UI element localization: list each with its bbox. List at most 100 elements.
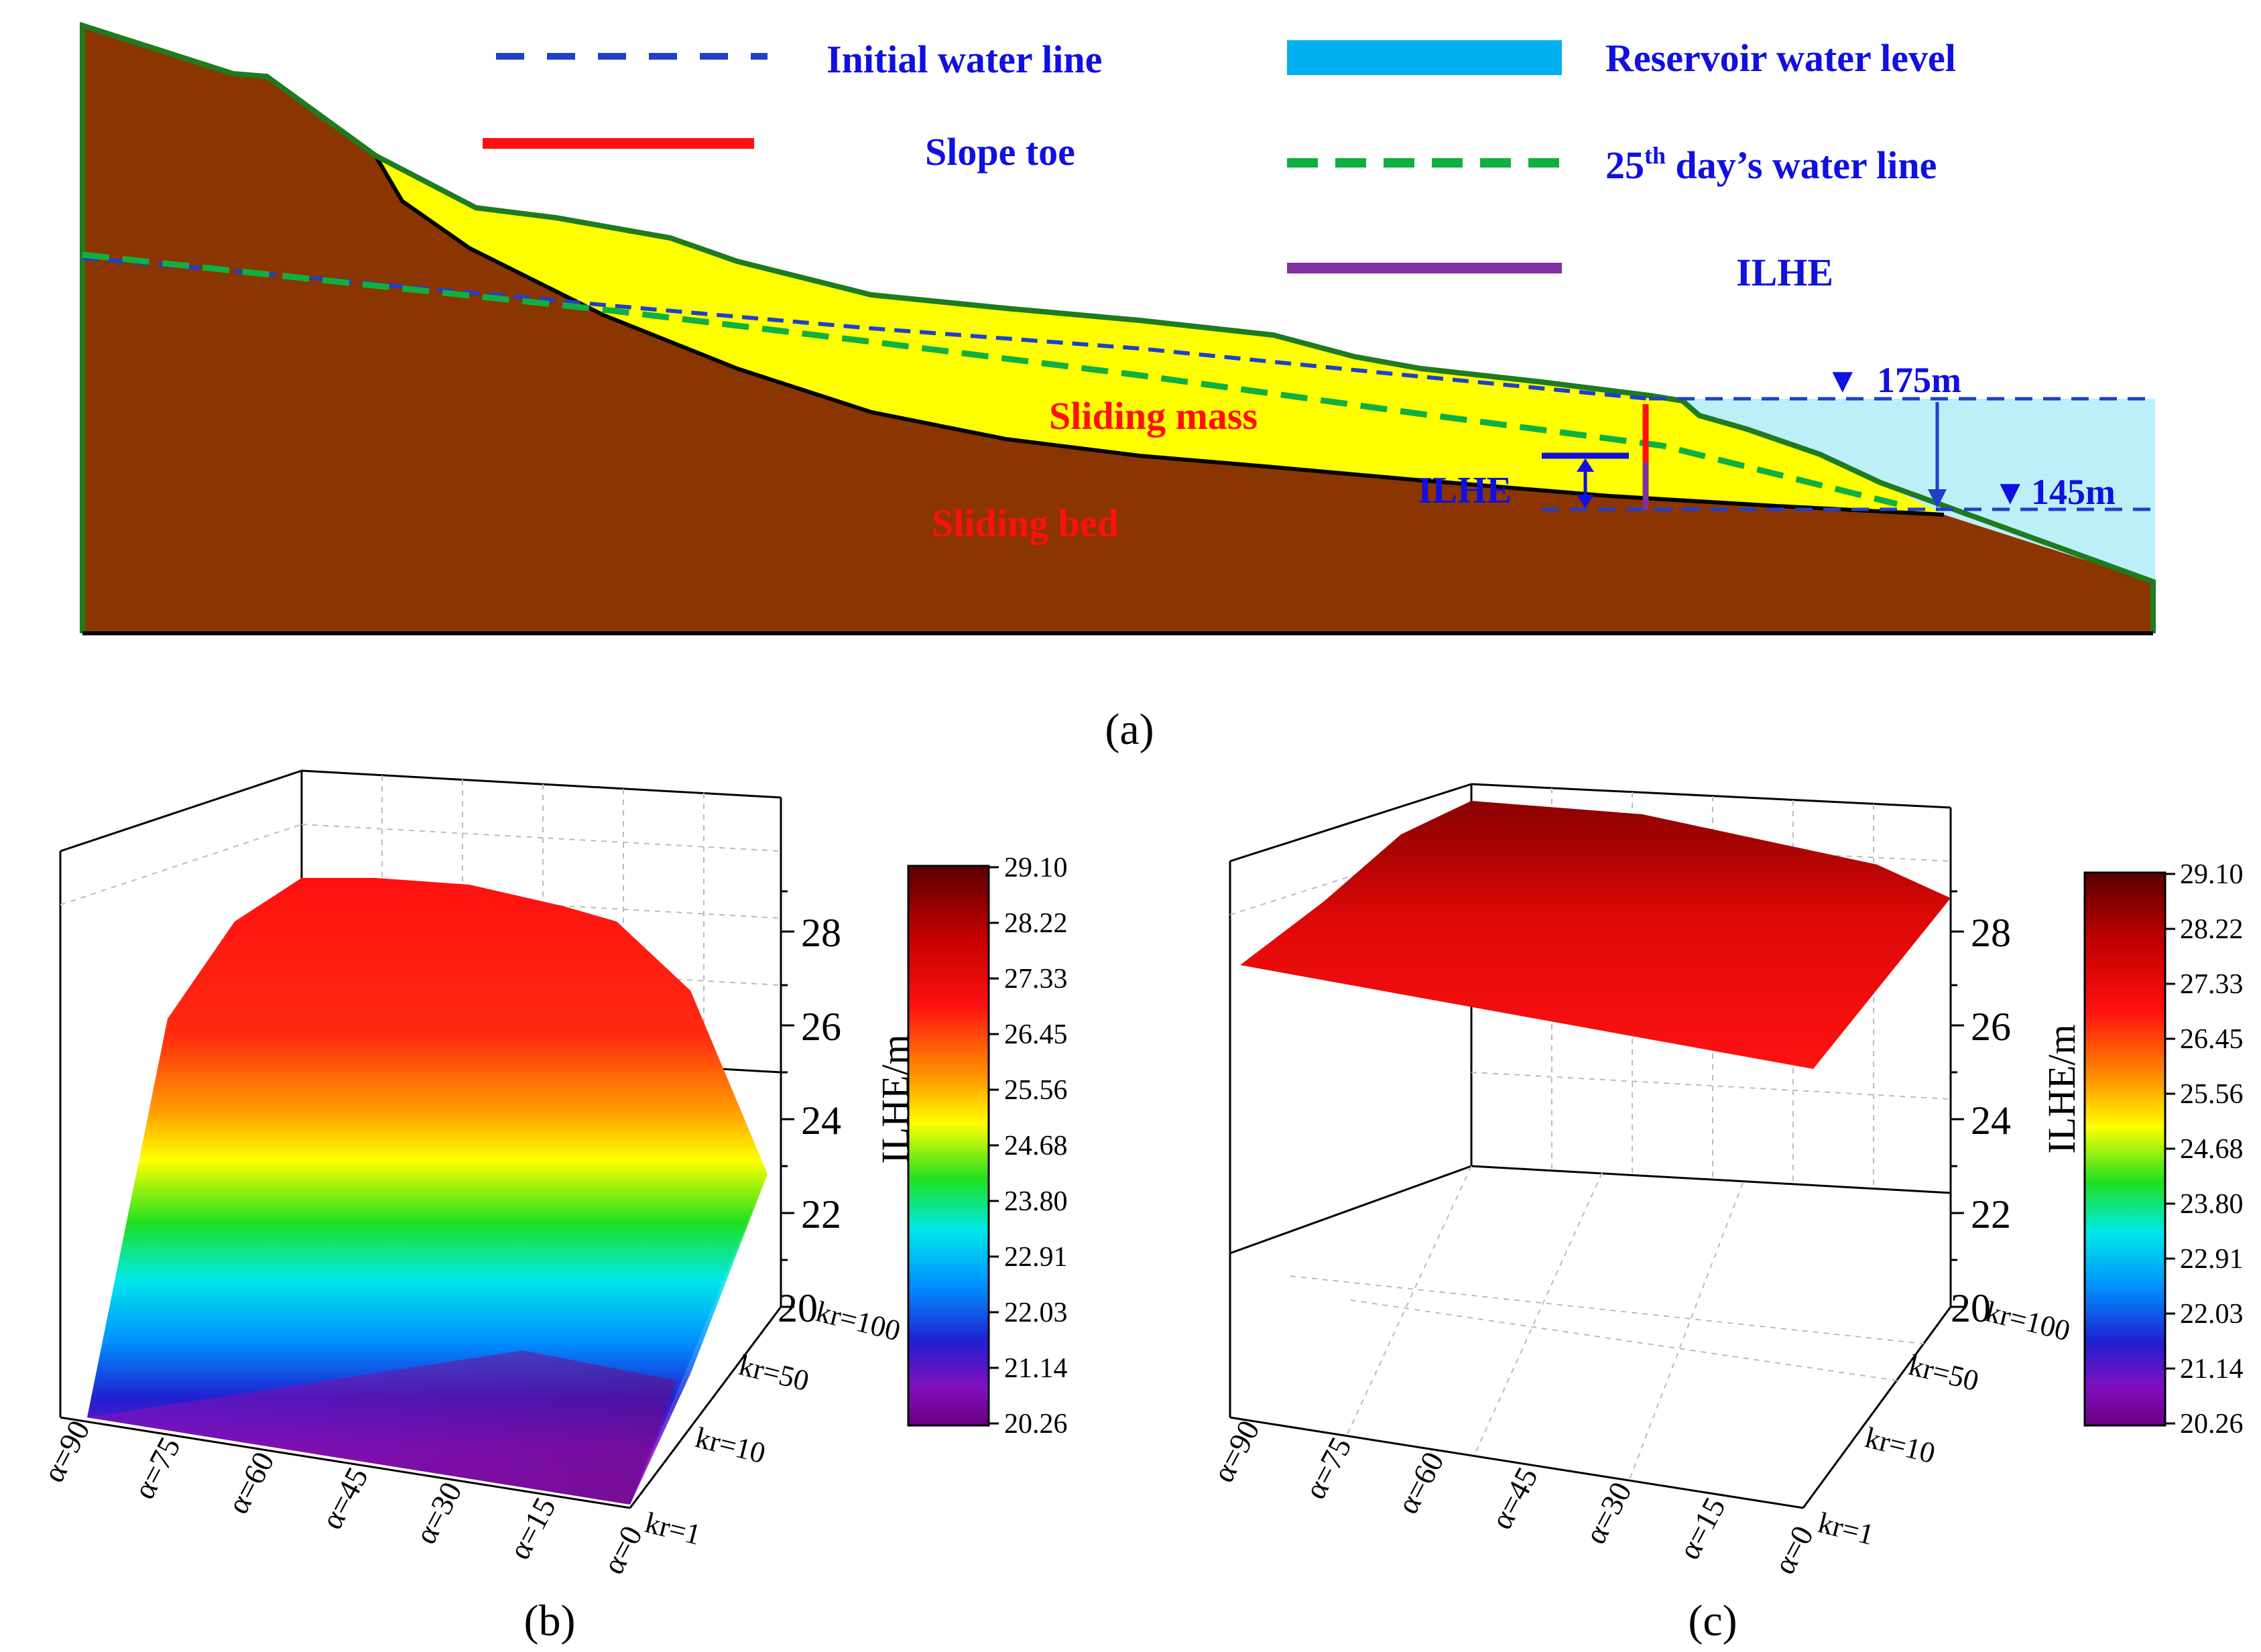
panel-c-z-tick-24: 24: [1971, 1098, 2011, 1143]
panel-b-z-tick-26: 26: [801, 1005, 841, 1049]
cb-c-6: 23.80: [2180, 1189, 2244, 1220]
panel-b-kr-50: kr=50: [736, 1348, 812, 1397]
cb-b-1: 28.22: [1004, 908, 1068, 939]
cb-b-3: 26.45: [1004, 1019, 1068, 1050]
panel-a: ▼ 175m ▼ 145m Sliding mass Sliding bed I…: [80, 21, 2156, 754]
panel-c-zlabel: ILHE/m: [2040, 1024, 2083, 1153]
panel-b-alpha-15: α=15: [502, 1492, 562, 1565]
panel-b-alpha-45: α=45: [314, 1462, 375, 1535]
panel-b-kr-10: kr=10: [692, 1421, 769, 1470]
legend: Initial water line Reservoir water level…: [483, 36, 1956, 294]
cb-b-4: 25.56: [1004, 1075, 1068, 1106]
panel-b-alpha-30: α=30: [408, 1476, 469, 1549]
panel-c: 20 22 24 26 28 ILHE/m α=90 α=75 α=60 α=4…: [1206, 783, 2244, 1645]
panel-b-alpha-75: α=75: [127, 1432, 187, 1505]
panel-c-kr-1: kr=1: [1815, 1506, 1878, 1551]
panel-c-kr-10: kr=10: [1862, 1421, 1939, 1470]
panel-c-alpha-30: α=30: [1578, 1476, 1638, 1549]
legend-day25-prefix: 25: [1605, 143, 1644, 187]
panel-c-z-tick-22: 22: [1971, 1192, 2011, 1236]
caption-b: (b): [524, 1596, 576, 1645]
panel-b-alpha-60: α=60: [221, 1446, 281, 1519]
panel-c-z-ticks: [1951, 890, 1964, 1308]
panel-c-alpha-90: α=90: [1206, 1415, 1266, 1488]
panel-b-z-tick-24: 24: [801, 1098, 841, 1143]
sliding-surface: [373, 154, 1945, 517]
initial-water-line: [82, 256, 1650, 401]
level-145-label: 145m: [2031, 472, 2116, 512]
panel-c-kr-100: kr=100: [1983, 1295, 2074, 1347]
panel-b-alpha-90: α=90: [36, 1415, 97, 1488]
cb-c-3: 26.45: [2180, 1024, 2244, 1055]
panel-b-colorbar: [907, 865, 990, 1427]
legend-ilhe-label: ILHE: [1736, 251, 1833, 294]
panel-b-z-tick-20: 20: [778, 1286, 818, 1330]
level-175-label: 175m: [1877, 360, 1961, 400]
legend-day25-label: 25th day’s water line: [1605, 142, 1937, 187]
sliding-bed: [82, 25, 2153, 633]
day25-water-line: [82, 251, 1898, 507]
panel-c-alpha-0: α=0: [1767, 1520, 1820, 1579]
surface-b-front: [87, 878, 768, 1505]
cb-b-0: 29.10: [1004, 852, 1068, 883]
cb-b-5: 24.68: [1004, 1131, 1068, 1161]
panel-c-alpha-75: α=75: [1298, 1432, 1358, 1505]
panel-b-alpha-axis: [60, 1416, 631, 1509]
cb-c-0: 29.10: [2180, 859, 2244, 890]
panel-b-kr-100: kr=100: [813, 1295, 904, 1347]
level-175-marker: ▼: [1825, 362, 1859, 400]
cb-c-5: 24.68: [2180, 1134, 2244, 1165]
panel-c-alpha-ticks: α=90 α=75 α=60 α=45 α=30 α=15 α=0: [1206, 1415, 1820, 1580]
panel-c-kr-50: kr=50: [1906, 1348, 1982, 1397]
legend-initial-label: Initial water line: [827, 38, 1102, 81]
cb-b-6: 23.80: [1004, 1186, 1068, 1217]
panel-c-colorbar: [2083, 871, 2166, 1427]
surface-b-bottom: [87, 1350, 677, 1505]
panel-c-alpha-45: α=45: [1484, 1462, 1544, 1535]
panel-b-colorbar-ticks: [989, 866, 999, 1425]
sliding-bed-label: Sliding bed: [932, 501, 1119, 545]
caption-a: (a): [1105, 705, 1154, 754]
legend-reservoir-label: Reservoir water level: [1605, 36, 1956, 80]
cb-c-4: 25.56: [2180, 1079, 2244, 1110]
panel-c-colorbar-labels: 29.10 28.22 27.33 26.45 25.56 24.68 23.8…: [2180, 859, 2244, 1440]
cb-b-2: 27.33: [1004, 964, 1068, 995]
caption-c: (c): [1688, 1596, 1737, 1645]
cb-b-7: 22.91: [1004, 1242, 1068, 1273]
drawdown-arrow-head: [1928, 489, 1947, 508]
cb-c-9: 21.14: [2180, 1354, 2244, 1385]
legend-toe-label: Slope toe: [925, 130, 1075, 174]
cb-c-1: 28.22: [2180, 914, 2244, 945]
panel-c-kr-ticks: kr=1 kr=10 kr=50 kr=100: [1815, 1295, 2074, 1551]
legend-day25-sup: th: [1644, 142, 1666, 169]
panel-b-z-tick-28: 28: [801, 911, 841, 955]
panel-b-z-ticks: [781, 890, 794, 1308]
surface-b-right-face: [630, 991, 768, 1505]
ground-surface: [80, 21, 2156, 633]
legend-reservoir-swatch: [1287, 40, 1562, 75]
panel-c-z-tick-20: 20: [1951, 1286, 1991, 1330]
cb-c-8: 22.03: [2180, 1299, 2244, 1330]
ilhe-arrow-up-head: [1577, 458, 1594, 472]
level-145-marker: ▼: [1993, 474, 2027, 512]
panel-b-kr-1: kr=1: [642, 1506, 705, 1551]
cb-b-8: 22.03: [1004, 1297, 1068, 1328]
legend-day25-suffix: day’s water line: [1666, 143, 1937, 187]
ilhe-arrow-down-head: [1577, 495, 1594, 508]
cb-c-2: 27.33: [2180, 969, 2244, 1000]
cb-b-9: 21.14: [1004, 1353, 1068, 1384]
cb-b-10: 20.26: [1004, 1409, 1068, 1440]
panel-c-alpha-15: α=15: [1672, 1492, 1732, 1565]
panel-c-alpha-60: α=60: [1390, 1446, 1451, 1519]
sliding-mass-label: Sliding mass: [1049, 394, 1258, 438]
panel-c-z-tick-28: 28: [1971, 911, 2011, 955]
panel-c-z-tick-26: 26: [1971, 1005, 2011, 1049]
panel-b: 20 22 24 26 28 ILHE/m α=90 α=75 α=60 α=4…: [36, 769, 1068, 1645]
panel-b-colorbar-labels: 29.10 28.22 27.33 26.45 25.56 24.68 23.8…: [1004, 852, 1068, 1440]
panel-c-colorbar-ticks: [2165, 873, 2175, 1425]
ilhe-label: ILHE: [1418, 470, 1512, 511]
surface-c: [1240, 801, 1951, 1069]
sliding-mass: [375, 155, 1944, 515]
panel-b-z-tick-22: 22: [801, 1192, 841, 1236]
